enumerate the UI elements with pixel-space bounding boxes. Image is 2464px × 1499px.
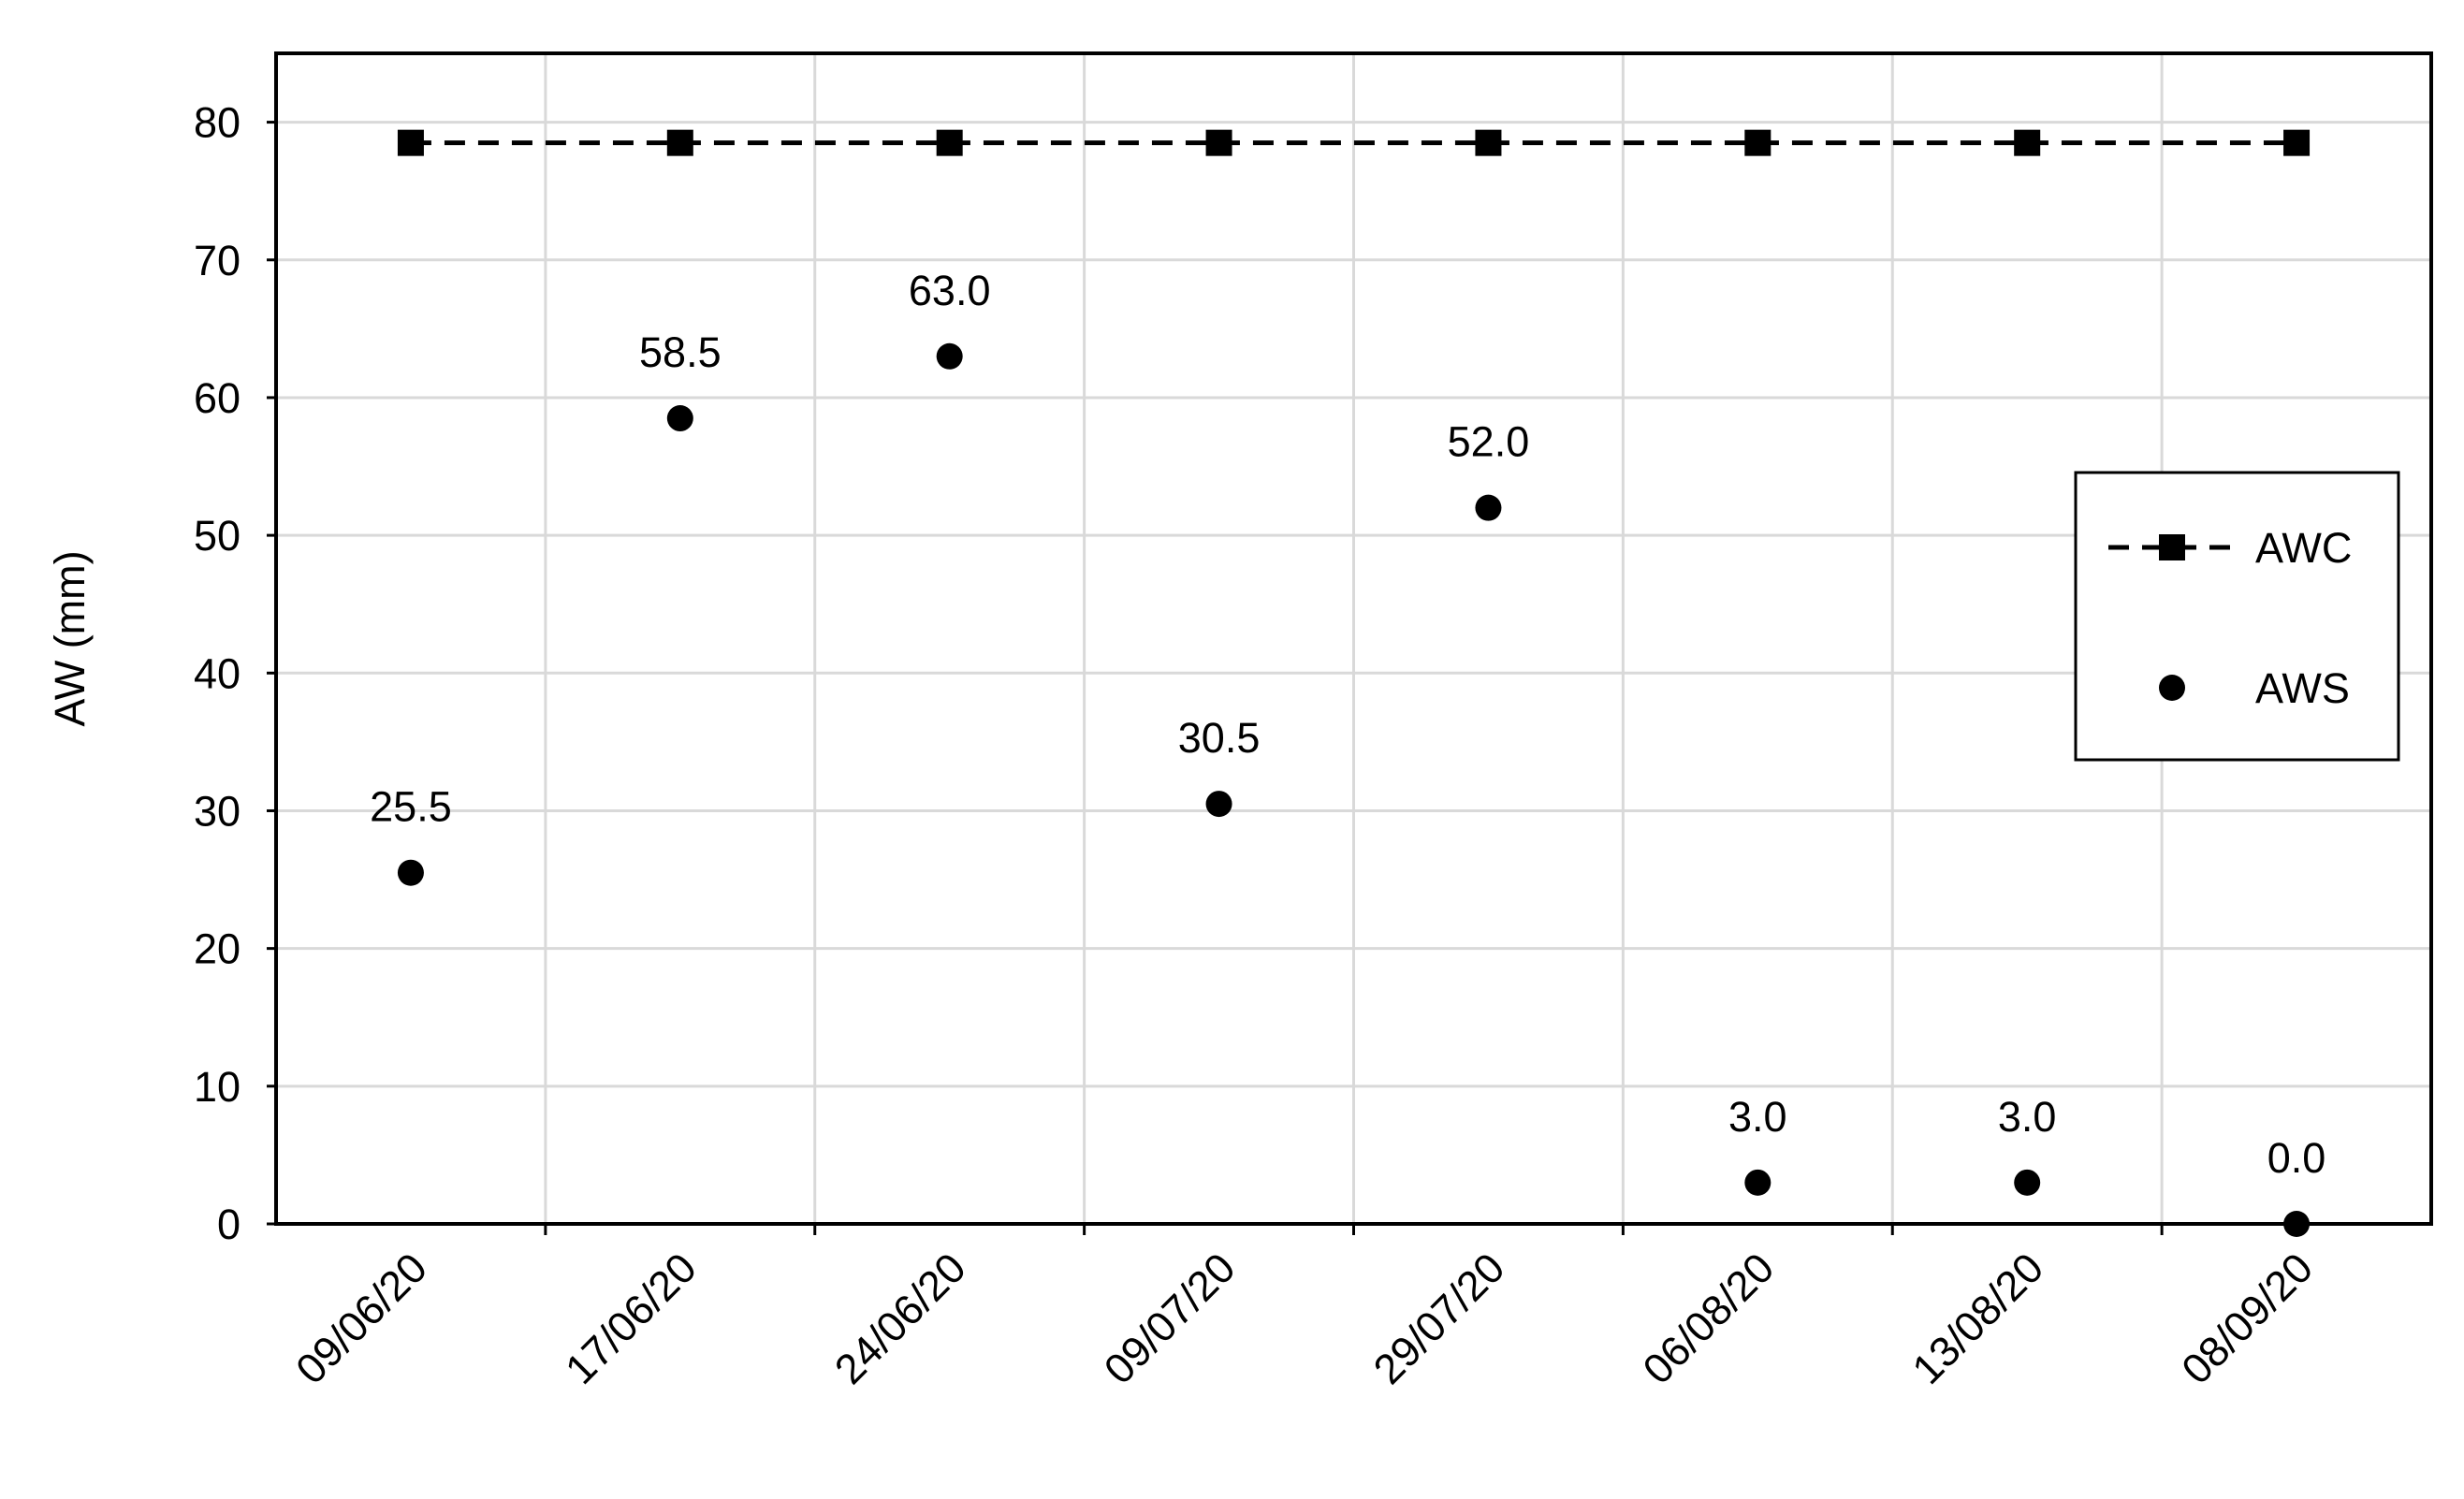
- legend-aws-label: AWS: [2255, 664, 2350, 712]
- data-labels: 25.5 58.5 63.0 30.5 52.0 3.0 3.0 0.0: [370, 267, 2325, 1182]
- y-tick-label: 80: [194, 99, 241, 147]
- x-tick-label: 09/07/20: [1095, 1244, 1245, 1393]
- aws-data-label: 52.0: [1448, 418, 1530, 466]
- x-tick-label: 09/06/20: [286, 1244, 436, 1393]
- y-tick-label: 30: [194, 787, 241, 835]
- aws-data-label: 30.5: [1178, 714, 1261, 762]
- grid-layer: [276, 53, 2431, 1224]
- x-tick-label: 08/09/20: [2172, 1244, 2322, 1393]
- awc-marker: [1475, 129, 1502, 156]
- y-tick-label: 50: [194, 512, 241, 560]
- legend-awc-label: AWC: [2255, 524, 2352, 572]
- x-tick-label: 17/06/20: [556, 1244, 706, 1393]
- aws-marker: [2014, 1169, 2041, 1196]
- awc-marker: [666, 129, 693, 156]
- aws-data-label: 3.0: [1728, 1093, 1787, 1141]
- y-tick-label: 20: [194, 925, 241, 973]
- awc-marker: [936, 129, 963, 156]
- x-tick-label: 06/08/20: [1633, 1244, 1783, 1393]
- legend-aws-marker: [2159, 675, 2185, 701]
- awc-marker: [1205, 129, 1232, 156]
- x-tick-label: 29/07/20: [1364, 1244, 1514, 1393]
- legend-awc-marker: [2159, 534, 2185, 560]
- aws-marker: [1475, 494, 1502, 521]
- y-tick-label: 10: [194, 1063, 241, 1111]
- aws-data-label: 0.0: [2267, 1134, 2326, 1182]
- y-tick-label: 40: [194, 649, 241, 697]
- aws-marker: [2283, 1211, 2311, 1237]
- y-ticks: 0 10 20 30 40 50 60 70 80: [194, 99, 276, 1248]
- awc-marker: [2014, 129, 2041, 156]
- awc-marker: [397, 129, 424, 156]
- aws-data-label: 63.0: [909, 267, 991, 314]
- y-tick-label: 0: [217, 1201, 241, 1248]
- x-tick-label: 13/08/20: [1903, 1244, 2052, 1393]
- y-tick-label: 60: [194, 374, 241, 422]
- aws-data-label: 3.0: [1998, 1093, 2057, 1141]
- legend: AWC AWS: [2074, 471, 2400, 762]
- awc-marker: [2283, 129, 2311, 156]
- y-tick-label: 70: [194, 237, 241, 284]
- x-ticks: 09/06/20 17/06/20 24/06/20 09/07/20 29/07/20…: [286, 1224, 2322, 1393]
- aws-marker: [1205, 791, 1232, 818]
- aws-marker: [666, 405, 693, 432]
- aws-marker: [936, 342, 963, 370]
- x-tick-label: 24/06/20: [825, 1244, 975, 1393]
- series-layer: [397, 129, 2311, 1237]
- legend-box: [2074, 471, 2400, 762]
- y-axis-title: AW (mm): [46, 550, 94, 726]
- aws-marker: [397, 859, 424, 886]
- aws-data-label: 58.5: [639, 328, 722, 376]
- aws-data-label: 25.5: [370, 783, 452, 831]
- aws-marker: [1744, 1169, 1771, 1196]
- awc-marker: [1744, 129, 1771, 156]
